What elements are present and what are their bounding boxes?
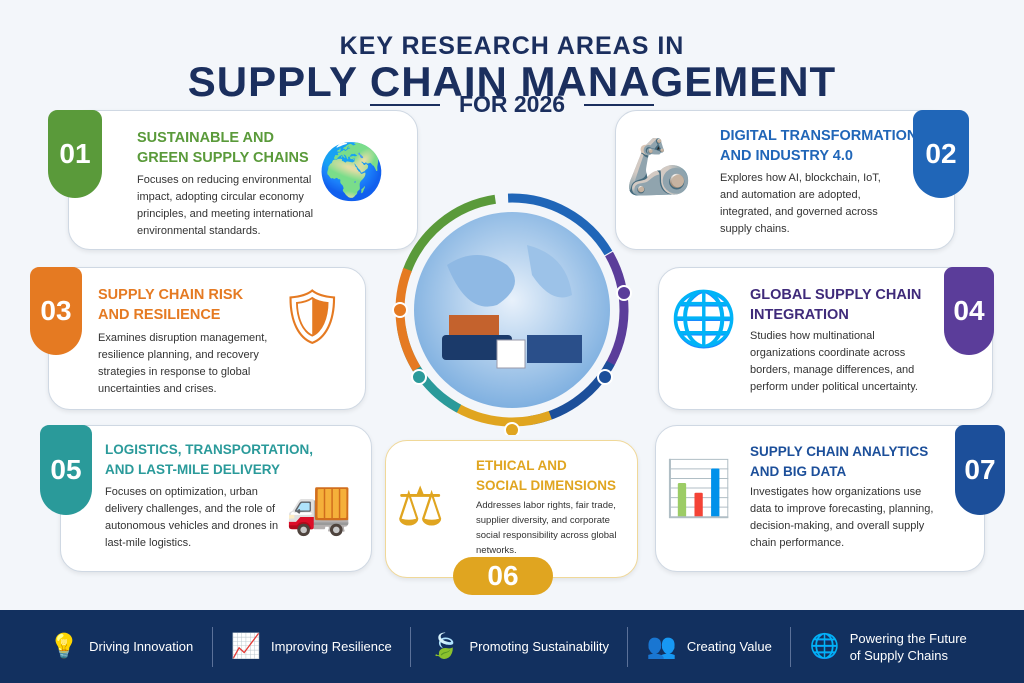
card-04-global — [658, 267, 993, 410]
separator — [790, 626, 792, 667]
people-icon: 👥 — [646, 633, 677, 660]
title-line-3: FOR 2026 — [458, 91, 566, 117]
lightbulb-icon: 💡 — [49, 633, 80, 660]
leaf-icon: 🍃 — [429, 633, 460, 660]
footer-label: Promoting Sustainability — [469, 639, 609, 654]
shield-warning-icon: 🛡 — [278, 287, 347, 347]
people-scales-icon: ⚖ — [396, 477, 445, 537]
drone-truck-icon: 🚚 — [285, 477, 353, 537]
card-07-desc: Investigates how organizations use data … — [750, 486, 934, 549]
footer-item-sustainability: 🍃 Promoting Sustainability — [430, 632, 609, 661]
footer-item-future: 🌐 Powering the Future of Supply Chains — [810, 630, 975, 664]
card-01-title: SUSTAINABLE AND GREEN SUPPLY CHAINS — [137, 130, 309, 166]
globe-icon: 🌐 — [809, 633, 840, 660]
card-07-analytics — [655, 425, 985, 572]
card-05-logistics — [60, 425, 372, 572]
card-04-title: GLOBAL SUPPLY CHAIN INTEGRATION — [750, 287, 922, 323]
footer-label: Improving Resilience — [271, 639, 392, 654]
badge-06: 06 — [453, 557, 553, 595]
footer-label: Powering the Future of Supply Chains — [849, 630, 967, 663]
globe-pins-icon: 🌐 — [670, 289, 738, 349]
card-02-title: DIGITAL TRANSFORMATION AND INDUSTRY 4.0 — [720, 128, 918, 164]
card-05-title: LOGISTICS, TRANSPORTATION, AND LAST-MILE … — [105, 442, 313, 477]
card-02-digital — [615, 110, 955, 250]
card-01-desc: Focuses on reducing environmental impact… — [137, 174, 314, 237]
badge-03: 03 — [30, 267, 82, 355]
footer-label: Driving Innovation — [89, 639, 194, 654]
robot-arm-icon: 🦾 — [625, 137, 693, 197]
separator — [410, 626, 412, 667]
title-line-1: KEY RESEARCH AREAS IN — [339, 32, 685, 60]
footer-label: Creating Value — [686, 639, 772, 654]
card-01-sustainable — [68, 110, 418, 250]
footer-bar: 💡 Driving Innovation 📈 Improving Resilienc… — [0, 610, 1024, 683]
divider-right — [584, 104, 654, 106]
footer-item-value: 👥 Creating Value — [647, 632, 772, 661]
card-03-risk — [48, 267, 366, 410]
badge-01: 01 — [48, 110, 102, 198]
separator — [627, 626, 629, 667]
card-04-desc: Studies how multinational organizations … — [750, 330, 918, 393]
footer-item-innovation: 💡 Driving Innovation — [49, 632, 193, 661]
card-05-desc: Focuses on optimization, urban delivery … — [105, 486, 279, 549]
globe-leaf-icon: 🌍 — [318, 142, 386, 202]
chart-magnifier-icon: 📊 — [665, 459, 733, 519]
card-03-desc: Examines disruption management, resilien… — [98, 332, 268, 395]
card-02-desc: Explores how AI, blockchain, IoT, and au… — [720, 172, 881, 235]
card-06-ethical — [385, 440, 638, 578]
badge-04: 04 — [944, 267, 994, 355]
badge-05: 05 — [40, 425, 92, 515]
badge-02: 02 — [913, 110, 969, 198]
title-line-2: SUPPLY CHAIN MANAGEMENT — [187, 58, 837, 105]
growth-chart-icon: 📈 — [231, 633, 262, 660]
divider-left — [370, 104, 440, 106]
card-03-title: SUPPLY CHAIN RISK AND RESILIENCE — [98, 287, 244, 323]
central-hub — [392, 193, 632, 435]
separator — [211, 626, 213, 667]
card-06-desc: Addresses labor rights, fair trade, supp… — [476, 500, 617, 556]
card-06-title: ETHICAL AND SOCIAL DIMENSIONS — [476, 458, 617, 493]
card-07-title: SUPPLY CHAIN ANALYTICS AND BIG DATA — [750, 444, 929, 479]
badge-07: 07 — [955, 425, 1005, 515]
footer-item-resilience: 📈 Improving Resilience — [231, 632, 392, 661]
